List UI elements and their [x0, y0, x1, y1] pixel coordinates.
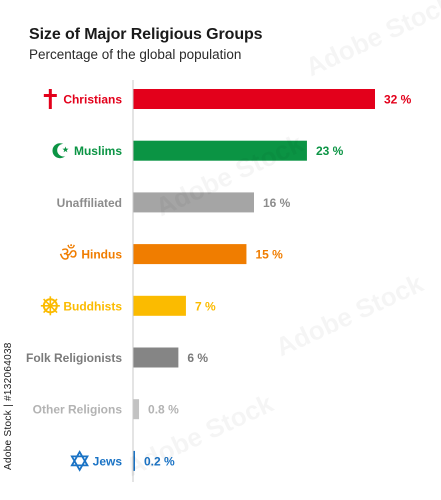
category-label: Folk Religionists [26, 351, 122, 365]
value-label: 16 % [263, 196, 291, 210]
value-label: 15 % [255, 248, 283, 262]
latin-cross-icon [43, 89, 57, 109]
category-label: Hindus [81, 248, 122, 262]
bar-folk-religionists [133, 347, 179, 368]
svg-text:ॐ: ॐ [59, 242, 77, 266]
om-icon: ॐ [59, 242, 77, 266]
bar-jews [133, 450, 135, 471]
chart-title: Size of Major Religious Groups [29, 26, 263, 43]
side-image-id: Adobe Stock | #132064038 [3, 342, 14, 470]
category-label: Buddhists [63, 299, 122, 313]
value-label: 0.8 % [148, 403, 179, 417]
value-label: 32 % [384, 93, 412, 107]
category-label: Christians [63, 93, 122, 107]
chart-subtitle: Percentage of the global population [29, 47, 242, 62]
bar-other-religions [133, 399, 140, 420]
bar-christians [133, 89, 375, 109]
category-label: Muslims [74, 144, 122, 158]
bar-hindus [133, 244, 247, 265]
value-label: 23 % [316, 144, 344, 158]
value-label: 6 % [187, 351, 208, 365]
crescent-star-icon [52, 143, 70, 159]
category-label: Unaffiliated [57, 196, 122, 210]
bar-buddhists [133, 295, 186, 316]
dharma-wheel-icon [40, 296, 60, 316]
value-label: 0.2 % [144, 454, 175, 468]
category-label: Jews [93, 454, 123, 468]
bar-unaffiliated [133, 192, 254, 213]
category-label: Other Religions [33, 403, 123, 417]
star-of-david-icon [70, 450, 89, 472]
bar-muslims [133, 140, 307, 161]
value-label: 7 % [195, 299, 216, 313]
